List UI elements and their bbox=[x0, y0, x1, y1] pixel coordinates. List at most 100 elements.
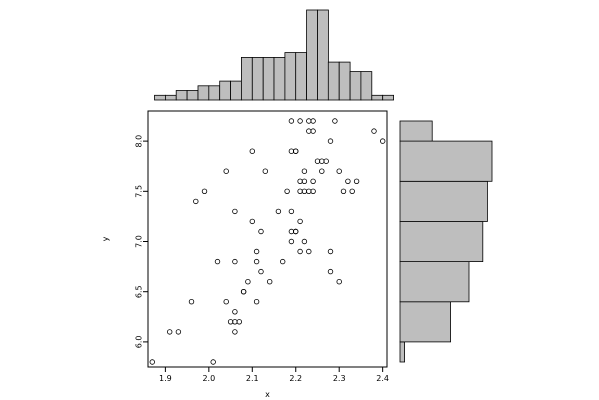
scatter-point bbox=[175, 329, 182, 335]
top-histogram-bar bbox=[295, 52, 308, 101]
scatter-point bbox=[301, 168, 308, 174]
scatter-point bbox=[288, 118, 295, 124]
scatter-point bbox=[310, 128, 316, 134]
scatter-point bbox=[310, 118, 316, 124]
right-histogram-bar bbox=[399, 261, 470, 303]
right-histogram-bar bbox=[399, 220, 484, 262]
y-tick-label: 8.0 bbox=[135, 135, 144, 148]
right-histogram-bar bbox=[399, 180, 488, 222]
right-histogram bbox=[399, 120, 493, 363]
scatter-point bbox=[297, 118, 303, 124]
top-histogram-bar bbox=[327, 61, 340, 101]
right-histogram-bar bbox=[399, 301, 451, 343]
scatter-point bbox=[232, 208, 238, 215]
scatter-point bbox=[166, 329, 173, 335]
right-histogram-bar bbox=[399, 140, 493, 182]
scatter-point bbox=[201, 188, 208, 194]
top-histogram-bar bbox=[262, 57, 275, 101]
scatter-point bbox=[193, 198, 199, 205]
top-histogram-bar bbox=[284, 52, 297, 101]
scatter-point bbox=[345, 178, 351, 184]
right-histogram-bar bbox=[399, 120, 433, 142]
scatter-point bbox=[327, 138, 334, 144]
scatter-point bbox=[332, 118, 338, 124]
scatter-point bbox=[323, 158, 329, 164]
top-histogram-bar bbox=[219, 80, 231, 101]
x-tick-label: 2.2 bbox=[289, 374, 302, 383]
scatter-point bbox=[380, 138, 386, 144]
scatter-point bbox=[288, 208, 295, 215]
top-histogram-bar bbox=[164, 94, 177, 101]
top-histogram-bar bbox=[338, 61, 351, 101]
scatter-point bbox=[310, 178, 316, 184]
scatter-point bbox=[232, 329, 238, 335]
scatter-point bbox=[319, 168, 325, 174]
y-tick-label: 7.5 bbox=[135, 185, 144, 198]
scatter-point bbox=[284, 188, 290, 194]
scatter-point bbox=[306, 248, 312, 255]
scatter-point bbox=[340, 188, 347, 194]
scatter-point bbox=[267, 279, 273, 285]
x-tick-label: 2.4 bbox=[376, 374, 389, 383]
scatter-point bbox=[253, 258, 260, 265]
scatter-point bbox=[223, 168, 229, 174]
right-histogram-bar bbox=[399, 341, 405, 363]
scatter-point bbox=[293, 148, 299, 154]
scatter-point bbox=[371, 128, 377, 134]
top-histogram-bar bbox=[273, 57, 286, 101]
scatter-point bbox=[236, 319, 242, 325]
top-histogram-bar bbox=[371, 94, 384, 101]
scatter-point bbox=[293, 228, 299, 235]
top-histogram-bar bbox=[306, 9, 318, 101]
x-axis-label: x bbox=[265, 390, 270, 399]
scatter-point bbox=[214, 258, 221, 265]
x-tick-label: 2.0 bbox=[202, 374, 215, 383]
top-histogram-bar bbox=[175, 90, 188, 101]
scatter-point bbox=[310, 188, 316, 194]
x-tick-label: 1.9 bbox=[159, 374, 172, 383]
scatter-point bbox=[262, 168, 268, 174]
scatter-point bbox=[297, 248, 303, 255]
y-axis: 6.0 6.5 7.0 7.5 8.0 bbox=[135, 135, 148, 349]
top-histogram-bar bbox=[382, 94, 395, 101]
scatter-point bbox=[336, 168, 342, 174]
top-histogram-bar bbox=[317, 9, 329, 101]
x-axis: 1.9 2.0 2.1 2.2 2.3 2.4 bbox=[159, 367, 389, 383]
scatter-points bbox=[149, 118, 386, 365]
scatter-point bbox=[288, 238, 295, 245]
scatter-point bbox=[258, 268, 264, 275]
scatter-point bbox=[297, 218, 303, 225]
scatter-point bbox=[188, 299, 195, 305]
top-histogram-bar bbox=[251, 57, 264, 101]
top-histogram-bar bbox=[186, 90, 199, 101]
scatter-point bbox=[253, 299, 260, 305]
top-histogram-bar bbox=[349, 71, 362, 101]
y-tick-label: 6.0 bbox=[135, 336, 144, 349]
scatter-point bbox=[249, 218, 255, 225]
scatter-point bbox=[353, 178, 360, 184]
scatter-point bbox=[258, 228, 264, 235]
scatter-point bbox=[349, 188, 355, 194]
scatter-point bbox=[275, 208, 282, 215]
y-tick-label: 7.0 bbox=[135, 235, 144, 248]
top-histogram-bar bbox=[197, 85, 210, 101]
scatter-point bbox=[327, 248, 334, 255]
scatter-point bbox=[336, 279, 342, 285]
scatter-point bbox=[301, 178, 308, 184]
scatter-point bbox=[240, 289, 247, 295]
scatter-point bbox=[249, 148, 255, 154]
scatter-point bbox=[232, 309, 238, 315]
x-tick-label: 2.3 bbox=[333, 374, 346, 383]
y-axis-label: y bbox=[101, 236, 110, 241]
scatter-point bbox=[149, 359, 155, 365]
plot-frame bbox=[147, 110, 388, 368]
top-histogram-bar bbox=[230, 80, 242, 101]
scatter-point bbox=[280, 258, 286, 265]
scatter-point bbox=[327, 268, 334, 275]
scatter-point bbox=[232, 258, 238, 265]
scatter-point bbox=[301, 238, 308, 245]
scatter-point bbox=[245, 279, 251, 285]
top-histogram-bar bbox=[240, 57, 253, 101]
y-tick-label: 6.5 bbox=[135, 285, 144, 298]
scatter-point bbox=[223, 299, 229, 305]
